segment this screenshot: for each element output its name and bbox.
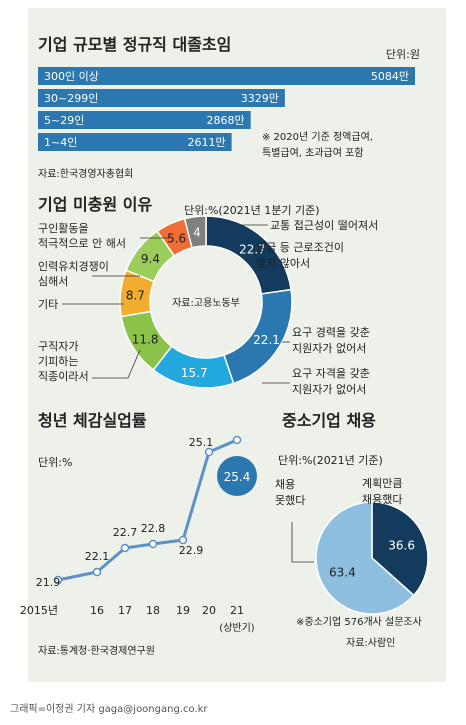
bar-chart-unit: 단위:원 [386, 48, 420, 61]
bar [38, 89, 285, 107]
leader-line [291, 522, 314, 563]
donut-category-label: 구직자가 [38, 340, 78, 353]
donut-value-label: 15.7 [181, 366, 208, 380]
line-chart-title: 청년 체감실업률 [38, 411, 147, 430]
line-callout-circle [217, 456, 257, 496]
pie-chart-note: ※중소기업 576개사 설문조사 [296, 615, 422, 628]
bar-value-label: 2611만 [187, 136, 225, 149]
bar-value-label: 5084만 [371, 70, 409, 83]
donut-chart-unit: 단위:%(2021년 1분기 기준) [184, 204, 320, 217]
donut-category-label: 심해서 [38, 274, 68, 288]
donut-value-label: 4 [193, 226, 201, 240]
pie-slice [371, 501, 429, 597]
line-x-tick-label: 21 [230, 604, 244, 617]
line-x-sub-label: (상반기) [219, 622, 255, 634]
pie-chart-title: 중소기업 채용 [282, 411, 376, 430]
leader-line [92, 349, 141, 379]
donut-category-label: 맞지 않아서 [256, 257, 310, 270]
bar [38, 133, 232, 151]
line-point [148, 539, 158, 549]
line-point [53, 575, 63, 585]
donut-category-label: 구인활동을 [38, 221, 89, 235]
bar-chart-source: 자료:한국경영자총협회 [38, 167, 133, 180]
donut-value-label: 8.7 [126, 289, 145, 303]
donut-chart-title: 기업 미충원 이유 [38, 195, 152, 214]
bar-chart-title: 기업 규모별 정규직 대졸초임 [38, 35, 231, 54]
bar-category-label: 5~29인 [44, 114, 84, 127]
line-value-label: 22.8 [141, 522, 166, 535]
line-x-tick-label: 20 [202, 604, 216, 617]
pie-category-label: 채용했다 [362, 493, 402, 506]
donut-value-label: 5.6 [167, 231, 186, 245]
line-value-label: 25.1 [189, 436, 214, 449]
pie-chart-unit: 단위:%(2021년 기준) [278, 454, 383, 467]
pie-category-label: 채용 [275, 478, 295, 491]
donut-value-label: 11.8 [132, 333, 159, 347]
line-chart-source: 자료:통계청·한국경제연구원 [38, 644, 155, 657]
donut-category-label: 인력유치경쟁이 [38, 260, 109, 273]
bar [38, 111, 251, 129]
line-point [92, 567, 102, 577]
pie-chart-source: 자료:사람인 [346, 636, 395, 649]
donut-value-label: 9.4 [141, 252, 160, 266]
bar-category-label: 1~4인 [44, 136, 77, 149]
pie-category-label: 못했다 [275, 494, 305, 507]
line-chart-unit: 단위:% [38, 456, 72, 469]
pie-category-label: 계획만큼 [362, 477, 402, 490]
leader-line [217, 224, 268, 233]
line-value-label: 21.9 [36, 576, 61, 589]
donut-category-label: 교통 접근성이 떨어져서 [270, 219, 378, 232]
bar-category-label: 30~299인 [44, 92, 98, 105]
donut-category-label: 지원자가 없어서 [292, 342, 366, 355]
line-point [178, 535, 188, 545]
donut-value-label: 22.1 [253, 333, 280, 347]
bar [38, 67, 415, 85]
donut-category-label: 요구 경력을 갖춘 [292, 326, 370, 339]
donut-category-label: 직종이라서 [38, 370, 89, 383]
graphic-credit: 그래픽=이정권 기자 gaga@joongang.co.kr [10, 704, 208, 715]
donut-center-label: 자료:고용노동부 [172, 297, 240, 309]
line-x-tick-label: 19 [176, 604, 190, 617]
bar-value-label: 2868만 [207, 114, 245, 127]
line-value-label: 22.7 [113, 526, 138, 539]
donut-category-label: 기피하는 [38, 354, 78, 368]
pie-value-label: 63.4 [329, 565, 356, 579]
line-point [232, 435, 242, 445]
donut-category-label: 기타 [38, 298, 58, 311]
line-value-label: 25.4 [224, 470, 251, 484]
line-value-label: 22.9 [179, 544, 204, 557]
pie-value-label: 36.6 [388, 539, 415, 553]
line-x-tick-label: 16 [90, 604, 104, 617]
bar-value-label: 3329만 [241, 92, 279, 105]
line-x-tick-label: 2015년 [20, 604, 58, 617]
donut-value-label: 22.7 [239, 242, 266, 256]
bar-category-label: 300인 이상 [44, 70, 99, 83]
donut-category-label: 요구 자격을 갖춘 [292, 367, 370, 380]
bar-chart-note: ※ 2020년 기준 정액급여, [262, 131, 373, 143]
donut-category-label: 임금 등 근로조건이 [256, 241, 344, 254]
donut-category-label: 지원자가 없어서 [292, 383, 366, 396]
donut-slice [183, 215, 207, 249]
line-x-tick-label: 17 [118, 604, 132, 617]
pie-slice [315, 501, 415, 615]
donut-category-label: 적극적으로 안 해서 [38, 236, 126, 250]
line-point [120, 543, 130, 553]
line-value-label: 22.1 [85, 550, 110, 563]
line-point [204, 447, 214, 457]
line-x-tick-label: 18 [146, 604, 160, 617]
bar-chart-note: 특별급여, 초과급여 포함 [262, 147, 364, 159]
